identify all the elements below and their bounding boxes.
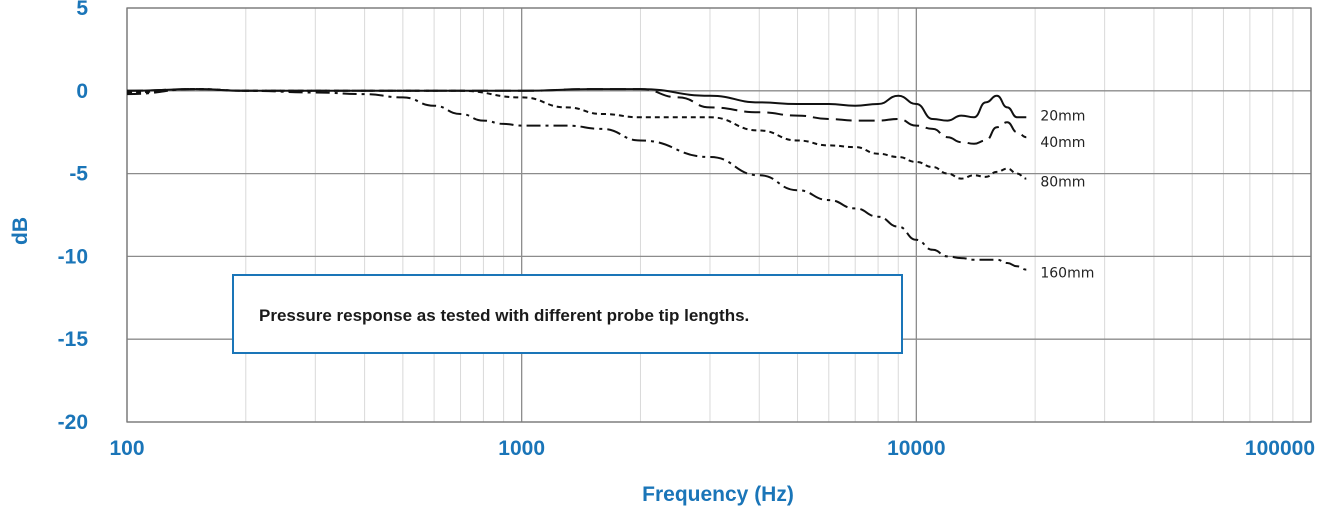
x-tick-label: 10000 bbox=[887, 437, 945, 460]
plot-border bbox=[126, 7, 1312, 423]
y-tick-label: -5 bbox=[69, 163, 88, 186]
series-line-40mm bbox=[126, 88, 1027, 145]
x-tick-label: 1000 bbox=[498, 437, 545, 460]
series-label-80mm: 80mm bbox=[1040, 175, 1085, 191]
series-line-20mm bbox=[126, 88, 1027, 122]
series-line-80mm bbox=[126, 88, 1027, 180]
annotation-text: Pressure response as tested with differe… bbox=[259, 306, 749, 325]
y-tick-label: -20 bbox=[58, 411, 88, 434]
y-tick-labels: 5 0 -5 -10 -15 -20 bbox=[58, 0, 89, 434]
x-tick-label: 100000 bbox=[1245, 437, 1315, 460]
series-label-20mm: 20mm bbox=[1040, 108, 1085, 124]
plot-frame bbox=[126, 7, 1312, 423]
y-axis-title: dB bbox=[9, 217, 32, 245]
x-tick-labels: 100 1000 10000 100000 bbox=[109, 437, 1315, 460]
y-tick-label: -15 bbox=[58, 328, 89, 351]
y-tick-label: -10 bbox=[58, 245, 88, 268]
y-tick-label: 0 bbox=[76, 80, 88, 103]
y-tick-label: 5 bbox=[76, 0, 88, 20]
annotation-box: Pressure response as tested with differe… bbox=[232, 274, 903, 354]
series-labels: 20mm 40mm 80mm 160mm bbox=[1040, 108, 1094, 281]
series-label-160mm: 160mm bbox=[1040, 266, 1094, 282]
series-label-40mm: 40mm bbox=[1040, 135, 1085, 151]
grid-lines bbox=[126, 7, 1312, 423]
series-line-160mm bbox=[126, 88, 1027, 271]
series-lines bbox=[126, 88, 1027, 271]
annotation-frame bbox=[232, 274, 903, 354]
x-axis-title: Frequency (Hz) bbox=[642, 483, 794, 506]
x-tick-label: 100 bbox=[109, 437, 144, 460]
